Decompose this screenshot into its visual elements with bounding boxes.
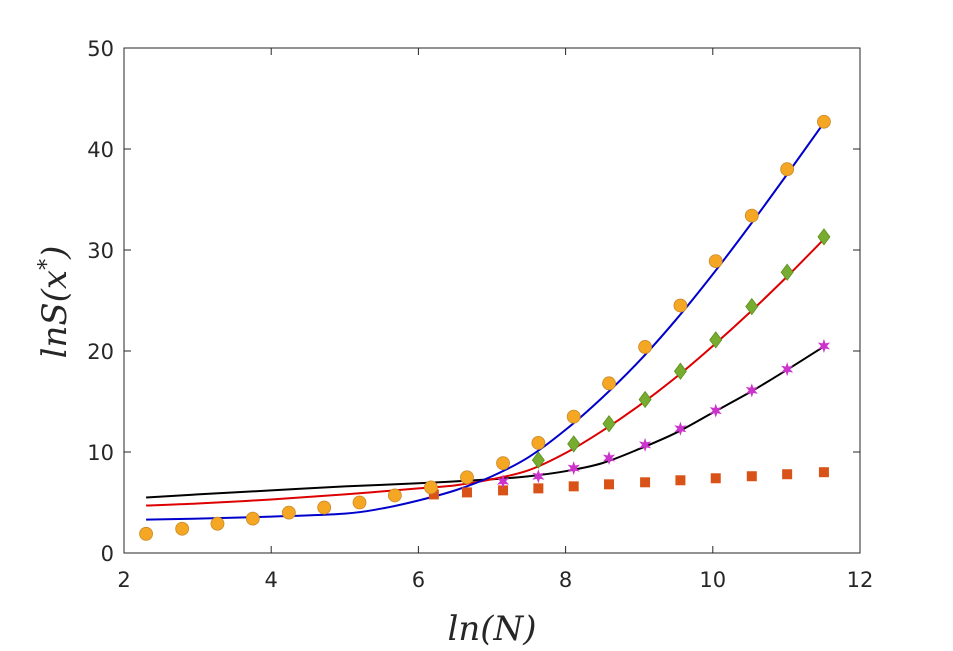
- series-stars: [496, 338, 830, 489]
- squares-point: [818, 467, 829, 478]
- x-tick-label: 8: [559, 568, 572, 592]
- stars-point: [639, 437, 652, 452]
- x-tick-label: 4: [265, 568, 278, 592]
- circles-point: [210, 516, 225, 531]
- series-diamonds: [531, 228, 831, 469]
- squares-point: [461, 487, 472, 498]
- squares-point: [604, 479, 615, 490]
- data-markers: [139, 114, 831, 541]
- circles-point: [387, 488, 402, 503]
- x-tick-label: 10: [699, 568, 726, 592]
- x-axis-label: ln(N): [447, 609, 536, 649]
- diamonds-point: [531, 451, 545, 469]
- diamonds-point: [709, 331, 723, 349]
- circles-point: [424, 480, 438, 495]
- circles-point: [352, 495, 367, 510]
- diamonds-point: [602, 415, 616, 433]
- circles-point: [673, 298, 688, 313]
- squares-point: [710, 473, 721, 484]
- stars-point: [781, 362, 794, 377]
- y-tick-label: 40: [87, 138, 114, 162]
- squares-point: [428, 489, 439, 500]
- stars-point: [674, 421, 687, 436]
- squares-point: [533, 483, 544, 494]
- x-tick-label: 6: [412, 568, 425, 592]
- circles-point: [566, 409, 581, 424]
- diamonds-point: [567, 435, 581, 453]
- y-tick-label: 10: [87, 441, 114, 465]
- x-tick-label: 2: [117, 568, 130, 592]
- circles-point: [281, 505, 296, 520]
- y-axis-label: lnS(x*): [35, 246, 75, 359]
- diamonds-point: [817, 228, 831, 246]
- circles-point: [175, 521, 190, 536]
- circles-point: [638, 340, 652, 354]
- diamonds-point: [780, 263, 794, 281]
- stars-point: [817, 338, 830, 353]
- tick-labels: 2 4 6 8 10 12 0 10 20 30 40 50: [87, 37, 873, 592]
- stars-point: [745, 383, 758, 398]
- circles-point: [317, 500, 332, 515]
- squares-point: [675, 475, 686, 486]
- plot-frame: [123, 47, 861, 554]
- squares-point: [498, 485, 509, 496]
- series-circles: [139, 114, 831, 541]
- circles-point: [460, 470, 474, 485]
- squares-point: [640, 477, 651, 488]
- circles-point: [744, 208, 759, 223]
- diamonds-point: [745, 297, 759, 316]
- x-tick-label: 12: [847, 568, 874, 592]
- y-tick-label: 50: [87, 37, 114, 61]
- axes-box: [123, 47, 861, 554]
- circles-point: [602, 376, 616, 391]
- squares-point: [782, 469, 793, 480]
- circles-point: [780, 162, 795, 177]
- circles-point: [817, 114, 831, 129]
- circles-point: [245, 511, 260, 526]
- y-axis-label-main: lnS(x: [35, 270, 75, 359]
- stars-point: [496, 474, 510, 489]
- series-squares: [428, 467, 829, 500]
- circles-point: [496, 456, 510, 471]
- y-tick-label: 0: [101, 542, 114, 566]
- squares-point: [746, 471, 757, 482]
- y-axis-label-superscript: *: [35, 259, 60, 270]
- black-fit: [146, 346, 824, 499]
- y-axis-label-close: ): [35, 246, 75, 260]
- stars-point: [532, 469, 545, 484]
- y-tick-label: 30: [87, 239, 114, 263]
- stars-point: [567, 461, 580, 476]
- stars-point: [709, 403, 722, 418]
- y-tick-label: 20: [87, 340, 114, 364]
- circles-point: [531, 436, 546, 450]
- circles-point: [708, 254, 723, 269]
- diamonds-point: [673, 362, 687, 380]
- squares-point: [568, 481, 579, 492]
- diamonds-point: [638, 390, 652, 409]
- stars-point: [602, 451, 616, 466]
- circles-point: [139, 526, 153, 541]
